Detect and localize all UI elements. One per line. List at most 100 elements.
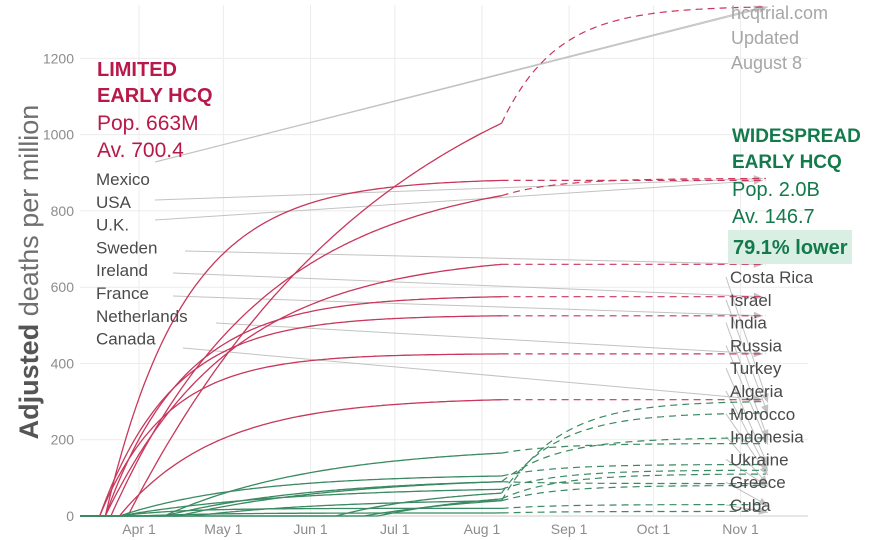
series-line-projected bbox=[501, 401, 766, 501]
x-axis-ticks: Apr 1 May 1 Jun 1 Jul 1 Aug 1 Sep 1 Oct 1 Nov 1 bbox=[122, 521, 759, 537]
series-label-costa-rica: Costa Rica bbox=[730, 268, 814, 287]
connector-arrowhead bbox=[761, 404, 769, 415]
connector-line bbox=[725, 322, 769, 439]
series-label-usa: USA bbox=[96, 193, 132, 212]
series-line-projected bbox=[501, 469, 766, 490]
series-label-netherlands: Netherlands bbox=[96, 307, 188, 326]
connector-line bbox=[215, 322, 763, 355]
widespread-callout: 79.1% lower bbox=[733, 237, 848, 259]
series-line-observed bbox=[80, 296, 502, 517]
series-line-observed bbox=[80, 315, 502, 517]
x-tick-label: Nov 1 bbox=[722, 521, 759, 537]
y-tick-label: 0 bbox=[66, 508, 74, 524]
series-line-projected bbox=[501, 437, 766, 483]
series-line-projected bbox=[501, 504, 766, 509]
series-line-observed bbox=[80, 399, 502, 517]
y-axis-label-bold: Adjusted bbox=[14, 324, 44, 440]
series-line-observed bbox=[80, 475, 502, 517]
series-line-projected bbox=[501, 510, 766, 514]
limited-title-line1: LIMITED bbox=[97, 59, 177, 81]
series-label-france: France bbox=[96, 284, 149, 303]
connector-line bbox=[154, 179, 763, 221]
series-label-algeria: Algeria bbox=[730, 382, 783, 401]
connector-arrowhead bbox=[759, 465, 768, 476]
connector-line bbox=[725, 299, 769, 415]
widespread-callout-box bbox=[728, 230, 852, 264]
series-line-observed bbox=[80, 179, 502, 517]
series-line-projected bbox=[501, 473, 766, 500]
connector-arrowhead bbox=[758, 507, 768, 515]
widespread-average: Av. 146.7 bbox=[732, 206, 815, 228]
connector-line bbox=[184, 250, 763, 265]
series-label-indonesia: Indonesia bbox=[730, 428, 804, 447]
limited-title-line2: EARLY HCQ bbox=[97, 85, 213, 107]
note-line-2: Updated bbox=[731, 28, 799, 48]
y-tick-label: 200 bbox=[51, 432, 75, 448]
connector-arrowhead bbox=[753, 395, 763, 403]
series-line-projected bbox=[501, 442, 766, 454]
series-label-u-k-: U.K. bbox=[96, 216, 129, 235]
widespread-title-line1: WIDESPREAD bbox=[732, 126, 861, 147]
series-line-projected bbox=[501, 481, 766, 485]
y-tick-label: 400 bbox=[51, 355, 75, 371]
series-label-israel: Israel bbox=[730, 291, 772, 310]
y-tick-label: 1200 bbox=[43, 50, 74, 66]
series-label-ireland: Ireland bbox=[96, 261, 148, 280]
x-tick-label: May 1 bbox=[204, 521, 242, 537]
series-line-projected bbox=[501, 484, 766, 502]
series-label-india: India bbox=[730, 314, 767, 333]
connector-line bbox=[725, 276, 769, 403]
x-tick-label: Apr 1 bbox=[122, 521, 156, 537]
y-tick-label: 1000 bbox=[43, 127, 74, 143]
series-labels: Mexico USA U.K. Sweden Ireland France Netherla… bbox=[96, 170, 814, 515]
series-label-canada: Canada bbox=[96, 330, 156, 349]
series-lines bbox=[80, 6, 766, 517]
connector-arrowhead bbox=[758, 497, 768, 506]
connector-line bbox=[725, 436, 769, 485]
series-line-observed bbox=[80, 122, 502, 517]
connector-line bbox=[172, 272, 763, 298]
series-label-turkey: Turkey bbox=[730, 359, 782, 378]
series-line-projected bbox=[501, 177, 766, 197]
x-tick-label: Aug 1 bbox=[464, 521, 501, 537]
series-line-observed bbox=[80, 263, 502, 517]
grid bbox=[80, 5, 808, 517]
series-label-mexico: Mexico bbox=[96, 170, 150, 189]
series-line-observed bbox=[80, 353, 502, 517]
x-tick-label: Jun 1 bbox=[293, 521, 327, 537]
y-axis-label: Adjusted deaths per million bbox=[14, 105, 44, 440]
y-tick-label: 600 bbox=[51, 279, 75, 295]
series-line-observed bbox=[80, 507, 502, 517]
connector-arrowhead bbox=[753, 177, 763, 185]
y-axis-ticks: 0 200 400 600 800 1000 1200 bbox=[43, 50, 74, 524]
y-axis-label-rest: deaths per million bbox=[14, 105, 44, 324]
x-tick-label: Jul 1 bbox=[380, 521, 410, 537]
limited-group-header: LIMITED EARLY HCQ Pop. 663M Av. 700.4 bbox=[97, 59, 213, 162]
series-label-cuba: Cuba bbox=[730, 496, 771, 515]
note-line-3: August 8 bbox=[731, 53, 802, 73]
note-line-1: hcqtrial.com bbox=[731, 3, 828, 23]
connector-line bbox=[154, 6, 768, 163]
series-line-observed bbox=[80, 512, 502, 517]
series-label-ukraine: Ukraine bbox=[730, 450, 789, 469]
series-line-projected bbox=[501, 6, 766, 124]
series-line-observed bbox=[80, 488, 502, 517]
widespread-population: Pop. 2.0B bbox=[732, 179, 820, 201]
connector-arrowhead bbox=[759, 475, 768, 485]
x-tick-label: Sep 1 bbox=[551, 521, 588, 537]
widespread-group-header: WIDESPREAD EARLY HCQ Pop. 2.0B Av. 146.7… bbox=[728, 126, 861, 264]
series-label-morocco: Morocco bbox=[730, 405, 795, 424]
connector-line bbox=[725, 345, 769, 445]
connector-line bbox=[182, 347, 763, 401]
series-line-projected bbox=[501, 463, 766, 477]
limited-population: Pop. 663M bbox=[97, 112, 199, 135]
limited-average: Av. 700.4 bbox=[97, 139, 184, 162]
series-label-russia: Russia bbox=[730, 336, 783, 355]
update-note: hcqtrial.com Updated August 8 bbox=[731, 3, 828, 73]
connector-line bbox=[154, 178, 763, 201]
connector-line bbox=[725, 390, 769, 472]
series-line-projected bbox=[501, 412, 766, 494]
y-tick-label: 800 bbox=[51, 203, 75, 219]
connector-arrowhead bbox=[758, 478, 768, 487]
